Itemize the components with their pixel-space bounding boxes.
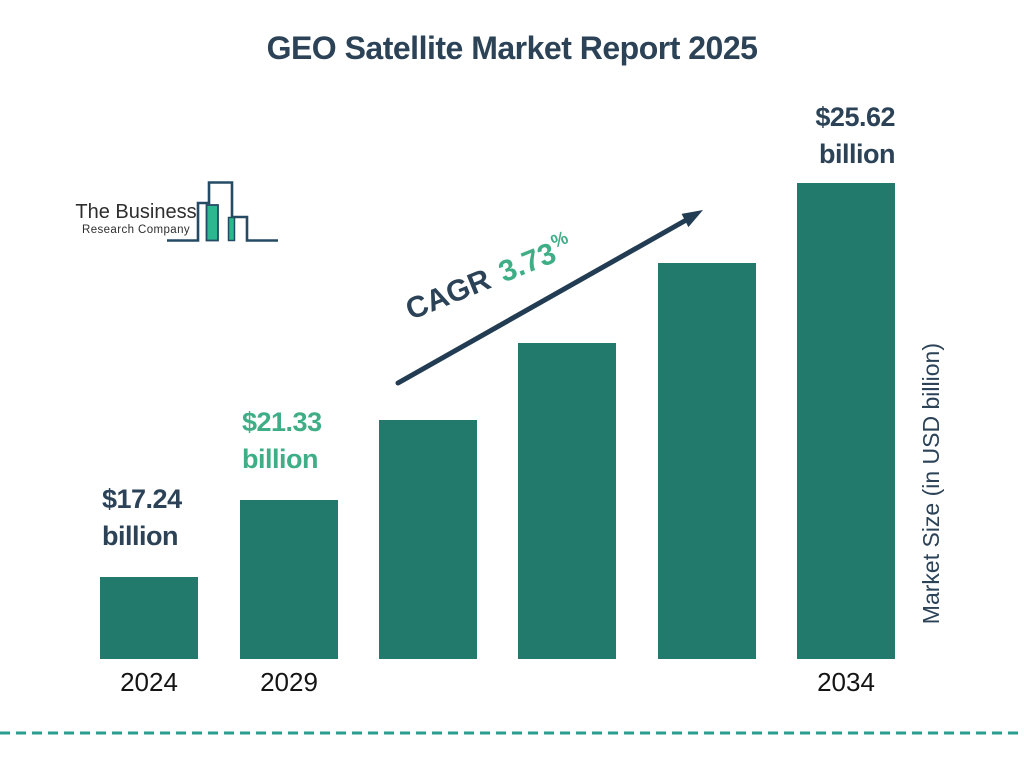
logo-text-line1: The Business <box>75 201 197 223</box>
value-label-2034: $25.62 billion <box>815 99 895 173</box>
value-label-amount: $17.24 <box>102 484 182 514</box>
value-label-2024: $17.24 billion <box>102 481 182 555</box>
y-axis-label: Market Size (in USD billion) <box>918 343 944 625</box>
bar-unlabeled-4 <box>658 263 756 659</box>
value-label-unit: billion <box>819 139 895 169</box>
value-label-2029: $21.33 billion <box>242 404 322 478</box>
bar-2024: $17.24 billion 2024 <box>100 484 198 697</box>
value-label-amount: $25.62 <box>815 102 895 132</box>
value-label-unit: billion <box>242 444 318 474</box>
logo-bar-chart-icon <box>167 181 278 242</box>
bar-unlabeled-2 <box>379 420 477 659</box>
chart-title: GEO Satellite Market Report 2025 <box>266 30 758 66</box>
company-logo: The Business Research Company <box>75 180 285 246</box>
bar-unlabeled-3 <box>518 343 616 659</box>
bar-2029: $21.33 billion 2029 <box>240 407 338 697</box>
value-label-unit: billion <box>102 521 178 551</box>
x-tick-2034: 2034 <box>817 667 875 697</box>
logo-text: The Business Research Company <box>75 201 197 237</box>
bar-2034: $25.62 billion 2034 <box>797 102 895 697</box>
x-tick-2024: 2024 <box>120 667 178 697</box>
logo-text-line2: Research Company <box>81 224 191 236</box>
x-tick-2029: 2029 <box>260 667 318 697</box>
value-label-amount: $21.33 <box>242 407 322 437</box>
